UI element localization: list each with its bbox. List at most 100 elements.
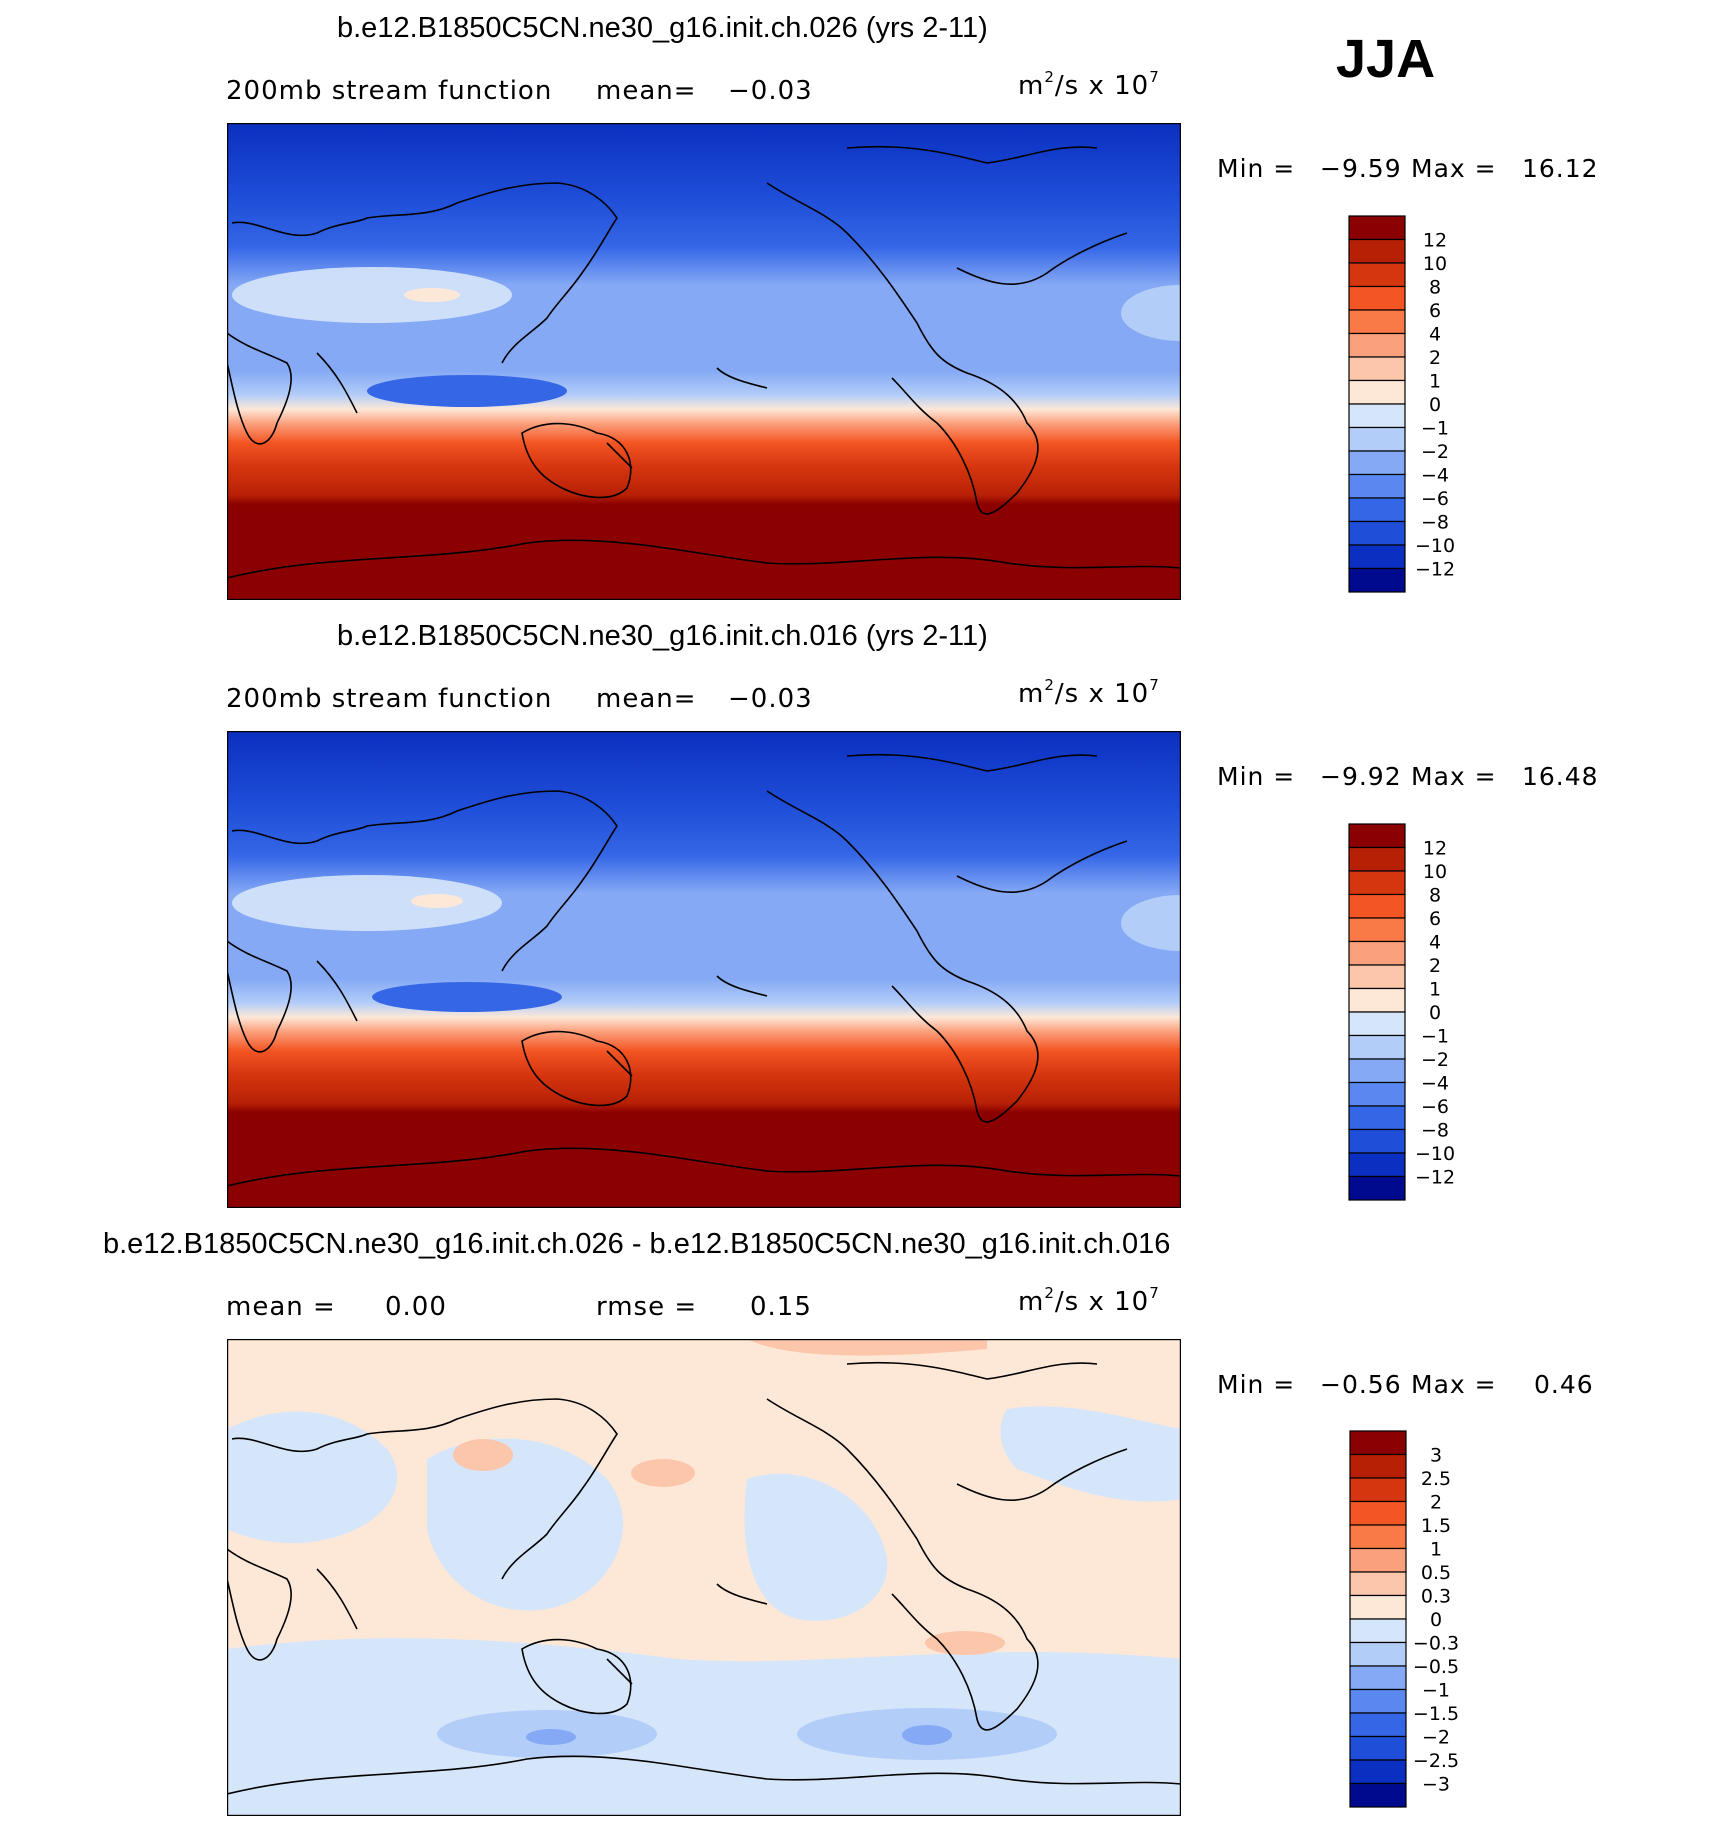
colorbar-swatch: [1348, 1152, 1406, 1178]
panel2-field: [227, 731, 1181, 1208]
colorbar-swatch: [1349, 1571, 1407, 1597]
panel3-title: b.e12.B1850C5CN.ne30_g16.init.ch.026 - b…: [103, 1228, 1171, 1260]
colorbar-swatch: [1348, 426, 1406, 452]
colorbar-tick-label: −1: [1421, 1026, 1449, 1048]
panel3-neg-region-south: [227, 1638, 1181, 1816]
panel2-min-label: Min =: [1217, 762, 1296, 791]
colorbar-swatch: [1348, 450, 1406, 476]
colorbar-tick-label: −10: [1415, 1143, 1455, 1165]
colorbar-tick-label: 2.5: [1421, 1468, 1451, 1490]
colorbar-tick-label: 4: [1429, 324, 1441, 346]
panel3-neg-region-4: [1000, 1406, 1181, 1502]
colorbar-tick-label: −6: [1421, 488, 1449, 510]
colorbar-swatch: [1348, 285, 1406, 311]
colorbar-swatch: [1349, 1759, 1407, 1785]
colorbar-tick-label: −3: [1422, 1774, 1450, 1796]
panel3-units: m2/s x 107: [1018, 1284, 1160, 1317]
panel2-high-asia-core: [411, 894, 463, 908]
colorbar-tick-label: 8: [1429, 885, 1441, 907]
colorbar-tick-label: 1: [1430, 1539, 1442, 1561]
colorbar-tick-label: 0: [1429, 1002, 1441, 1024]
colorbar-tick-label: −2: [1421, 441, 1449, 463]
colorbar-tick-label: 10: [1423, 861, 1447, 883]
colorbar-tick-label: −2: [1421, 1049, 1449, 1071]
panel1-map-svg: [227, 123, 1181, 600]
colorbar-tick-label: 6: [1429, 300, 1441, 322]
colorbar-tick-label: 0.3: [1421, 1586, 1451, 1608]
colorbar-swatch: [1349, 1688, 1407, 1714]
colorbar-tick-label: 2: [1430, 1492, 1442, 1514]
panel2-coastlines: [227, 753, 1181, 1187]
colorbar-tick-label: −2.5: [1413, 1750, 1459, 1772]
colorbar-tick-label: 3: [1430, 1445, 1442, 1467]
colorbar-tick-label: 6: [1429, 908, 1441, 930]
colorbar-tick-label: −4: [1421, 465, 1449, 487]
colorbar-swatch: [1348, 567, 1406, 593]
panel3-pos-core-1: [453, 1439, 513, 1471]
colorbar-swatch: [1348, 870, 1406, 896]
panel3-map-svg: [227, 1339, 1181, 1816]
colorbar-swatch: [1348, 940, 1406, 966]
panel2-map: [227, 731, 1181, 1208]
panel1-field: [227, 123, 1181, 600]
panel1-low-indian: [367, 375, 567, 407]
panel2-high-atlantic: [1121, 895, 1181, 951]
colorbar-tick-label: 2: [1429, 347, 1441, 369]
panel1-min-label: Min =: [1217, 154, 1296, 183]
colorbar-tick-label: −1: [1421, 418, 1449, 440]
colorbar-swatch: [1349, 1735, 1407, 1761]
colorbar-swatch: [1348, 1011, 1406, 1037]
panel1-title: b.e12.B1850C5CN.ne30_g16.init.ch.026 (yr…: [337, 12, 988, 44]
colorbar-swatch: [1349, 1547, 1407, 1573]
panel3-neg-region-2: [427, 1438, 624, 1611]
panel3-neg-core-3: [902, 1725, 952, 1745]
panel2-low-indian: [372, 982, 562, 1012]
panel1-units: m2/s x 107: [1018, 68, 1160, 101]
colorbar-swatch: [1349, 1712, 1407, 1738]
panel3-neg-region-3: [744, 1473, 888, 1621]
colorbar-swatch: [1348, 893, 1406, 919]
colorbar-swatch: [1349, 1618, 1407, 1644]
panel3-pos-core-2: [631, 1459, 695, 1487]
colorbar-swatch: [1349, 1594, 1407, 1620]
panel2-max-label: Max =: [1411, 762, 1497, 791]
panel3-pos-core-3: [925, 1631, 1005, 1655]
colorbar-tick-label: −2: [1422, 1727, 1450, 1749]
colorbar-swatch: [1348, 309, 1406, 335]
panel1-coastlines: [227, 145, 1181, 579]
panel3-colorbar-svg: 32.521.510.50.30−0.3−0.5−1−1.5−2−2.5−3: [1349, 1430, 1459, 1808]
colorbar-swatch: [1348, 238, 1406, 264]
colorbar-swatch: [1348, 262, 1406, 288]
colorbar-tick-label: −4: [1421, 1073, 1449, 1095]
panel1-colorbar: 12 10 8 6 4 2 1 0 −1 −2 −4 −6 −8 −10 −12: [1348, 215, 1455, 593]
colorbar-swatch: [1348, 1034, 1406, 1060]
colorbar-swatch: [1348, 332, 1406, 358]
colorbar-swatch: [1348, 215, 1406, 241]
colorbar-swatch: [1348, 403, 1406, 429]
colorbar-tick-label: 10: [1423, 253, 1447, 275]
colorbar-swatch: [1348, 1105, 1406, 1131]
colorbar-swatch: [1349, 1477, 1407, 1503]
panel3-pos-north: [747, 1339, 987, 1356]
panel2-variable-label: 200mb stream function: [226, 684, 553, 714]
panel2-high-asia: [232, 875, 502, 931]
panel3-mean-label: mean =: [226, 1292, 336, 1322]
colorbar-swatch: [1348, 497, 1406, 523]
colorbar-swatch: [1348, 1175, 1406, 1201]
colorbar-tick-label: 1.5: [1421, 1515, 1451, 1537]
panel2-map-svg: [227, 731, 1181, 1208]
panel2-units: m2/s x 107: [1018, 676, 1160, 709]
panel1-mean-label: mean=: [596, 76, 697, 106]
colorbar-tick-label: 1: [1429, 371, 1441, 393]
panel1-min-value: −9.59: [1320, 154, 1402, 183]
panel3-rmse-label: rmse =: [596, 1292, 698, 1322]
colorbar-swatch: [1348, 823, 1406, 849]
panel2-min-value: −9.92: [1320, 762, 1402, 791]
colorbar-tick-label: −1.5: [1413, 1703, 1459, 1725]
colorbar-tick-label: 0: [1429, 394, 1441, 416]
colorbar-swatch: [1348, 917, 1406, 943]
colorbar-swatch: [1348, 1128, 1406, 1154]
colorbar-tick-label: 0: [1430, 1609, 1442, 1631]
colorbar-swatch: [1349, 1430, 1407, 1456]
